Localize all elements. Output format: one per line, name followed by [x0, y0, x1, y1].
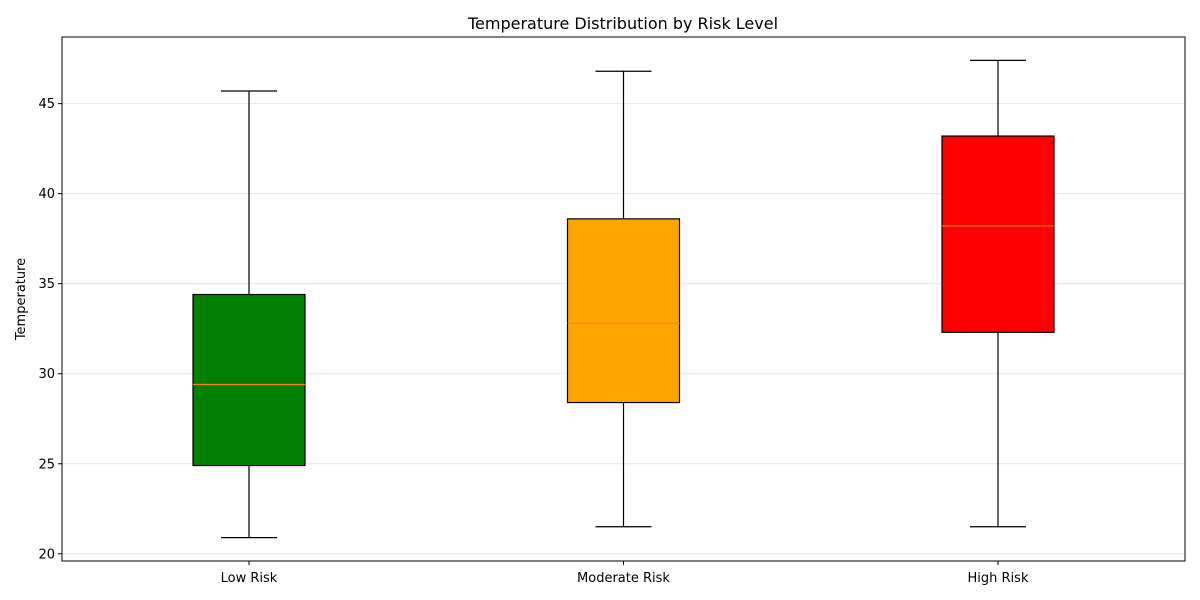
box-plot-moderate-risk — [566, 70, 681, 528]
y-tick-label: 30 — [38, 367, 55, 382]
x-tick-label: High Risk — [968, 571, 1029, 586]
chart-title: Temperature Distribution by Risk Level — [467, 14, 778, 33]
y-tick-label: 20 — [38, 547, 55, 562]
box-plot-low-risk — [192, 90, 306, 539]
box-plot-high-risk — [941, 59, 1055, 528]
y-tick-label: 25 — [38, 457, 55, 472]
y-tick-label: 35 — [38, 277, 55, 292]
x-axis: Low Risk Moderate Risk High Risk — [221, 561, 1029, 586]
y-tick-label: 45 — [38, 97, 55, 112]
iqr-box — [566, 218, 681, 404]
box-series — [192, 59, 1055, 539]
y-tick-label: 40 — [38, 187, 55, 202]
y-axis: 20 25 30 35 40 45 — [38, 97, 62, 562]
x-tick-label: Low Risk — [221, 571, 278, 586]
iqr-box — [192, 293, 306, 467]
iqr-box — [941, 135, 1055, 333]
y-axis-label: Temperature — [14, 258, 29, 341]
x-tick-label: Moderate Risk — [577, 571, 670, 586]
